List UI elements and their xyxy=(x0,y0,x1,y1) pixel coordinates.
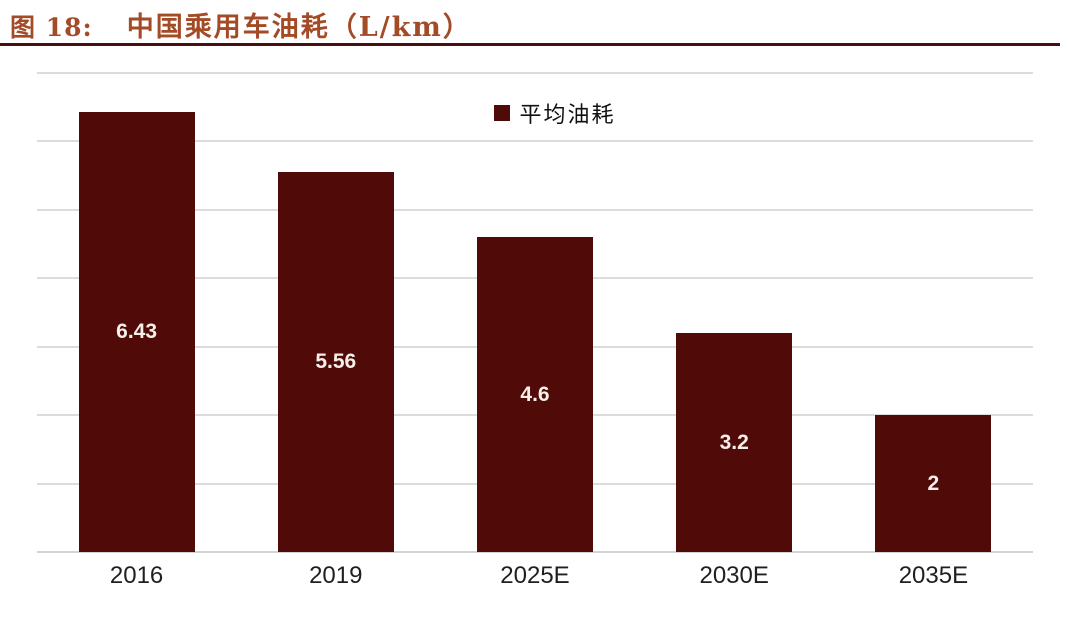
bar-value-2025E: 4.6 xyxy=(520,382,550,406)
figure-number-label: 图 18: xyxy=(10,13,93,42)
gridline-y7 xyxy=(37,72,1033,74)
x-tick-2025E: 2025E xyxy=(500,562,570,589)
bar-2016 xyxy=(78,112,195,552)
figure-header: 图 18: 中国乘用车油耗（L/km） xyxy=(10,5,472,44)
bar-value-2030E: 3.2 xyxy=(719,430,749,454)
gridline-y6 xyxy=(37,140,1033,143)
bar-value-2016: 6.43 xyxy=(116,320,158,343)
gridline-y5 xyxy=(37,208,1033,211)
bar-value-2019: 5.56 xyxy=(315,349,357,373)
x-tick-2035E: 2035E xyxy=(898,562,969,589)
x-axis-line xyxy=(37,551,1033,553)
figure-title: 中国乘用车油耗（L/km） xyxy=(126,12,472,43)
x-tick-2030E: 2030E xyxy=(699,562,769,589)
bar-2035E xyxy=(875,415,992,552)
bar-2019 xyxy=(277,171,394,552)
bar-2025E xyxy=(477,237,593,552)
x-tick-2019: 2019 xyxy=(309,562,363,589)
title-divider xyxy=(0,43,1060,46)
bar-value-2035E: 2 xyxy=(927,471,940,495)
x-tick-2016: 2016 xyxy=(109,562,164,589)
legend-color-swatch xyxy=(494,105,511,121)
bar-2030E xyxy=(676,333,793,552)
legend-label: 平均油耗 xyxy=(519,102,616,127)
chart-legend: 平均油耗 xyxy=(57,97,1053,129)
